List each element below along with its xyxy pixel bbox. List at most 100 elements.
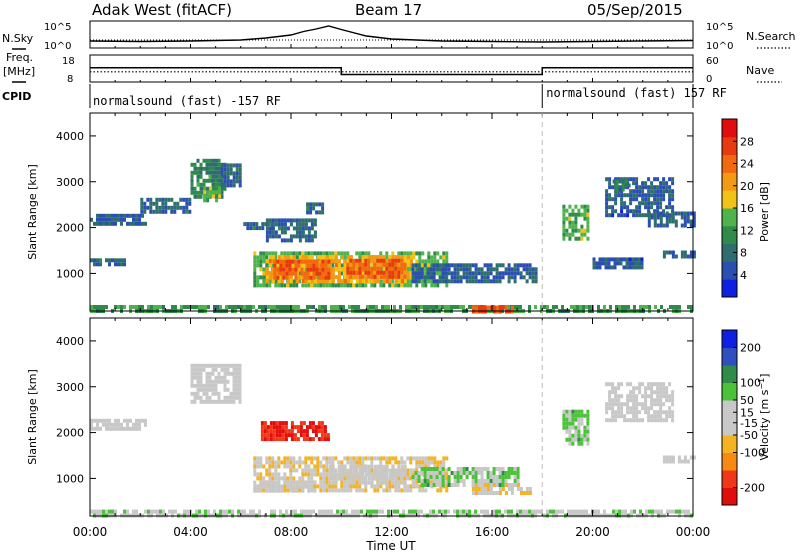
heatmap-cell (358, 464, 362, 469)
heatmap-cell (571, 208, 575, 213)
heatmap-cell (268, 472, 272, 477)
heatmap-cell (268, 271, 272, 276)
heatmap-cell (298, 464, 302, 469)
heatmap-cell (323, 437, 327, 442)
heatmap-cell (126, 213, 129, 218)
heatmap-cell (644, 193, 648, 198)
heatmap-cell (638, 402, 642, 407)
heatmap-cell (352, 274, 356, 279)
heatmap-cell (400, 251, 404, 256)
heatmap-cell (292, 484, 296, 489)
heatmap-cell (274, 283, 278, 288)
heatmap-cell (397, 468, 401, 473)
heatmap-cell (214, 367, 218, 372)
heatmap-cell (629, 382, 633, 387)
heatmap-cell (432, 475, 436, 479)
heatmap-cell (632, 406, 636, 411)
heatmap-cell (96, 262, 99, 267)
heatmap-cell (665, 185, 669, 190)
heatmap-cell (299, 425, 303, 430)
heatmap-cell (668, 219, 672, 224)
heatmap-cell (146, 197, 150, 202)
heatmap-cell (465, 263, 469, 268)
heatmap-cell (423, 475, 427, 479)
heatmap-cell (391, 274, 395, 279)
heatmap-cell (135, 426, 138, 431)
heatmap-cell (237, 509, 240, 514)
heatmap-cell (671, 205, 675, 210)
heatmap-cell (668, 185, 672, 190)
heatmap-cell (468, 263, 472, 268)
heatmap-cell (662, 386, 666, 391)
heatmap-cell (295, 460, 299, 465)
heatmap-cell (358, 468, 362, 473)
heatmap-cell (143, 205, 147, 210)
heatmap-cell (346, 251, 350, 256)
heatmap-cell (438, 275, 442, 280)
heatmap-cell (235, 363, 239, 368)
heatmap-cell (480, 279, 484, 284)
heatmap-cell (626, 402, 630, 407)
heatmap-cell (99, 305, 102, 309)
colorbar-swatch (722, 452, 737, 471)
heatmap-cell (653, 398, 657, 403)
heatmap-cell (689, 250, 693, 255)
heatmap-cell (432, 467, 436, 471)
heatmap-cell (319, 251, 323, 256)
heatmap-cell (358, 488, 362, 493)
heatmap-cell (438, 471, 442, 475)
heatmap-cell (279, 509, 282, 514)
heatmap-cell (480, 475, 484, 479)
heatmap-cell (415, 460, 419, 465)
heatmap-cell (647, 394, 651, 399)
heatmap-cell (295, 480, 299, 485)
heatmap-cell (232, 383, 236, 388)
heatmap-cell (205, 170, 209, 175)
heatmap-cell (331, 251, 335, 256)
heatmap-cell (90, 217, 93, 222)
heatmap-cell (397, 266, 401, 271)
heatmap-cell (373, 468, 377, 473)
heatmap-cell (441, 263, 445, 268)
heatmap-cell (217, 399, 221, 404)
heatmap-cell (343, 476, 347, 481)
heatmap-cell (325, 460, 329, 465)
heatmap-cell (238, 383, 242, 388)
heatmap-cell (310, 456, 314, 461)
heatmap-cell (271, 263, 275, 268)
heatmap-cell (309, 509, 312, 514)
heatmap-cell (290, 421, 294, 426)
heatmap-cell (214, 162, 218, 167)
heatmap-cell (659, 205, 663, 210)
heatmap-cell (182, 197, 186, 202)
heatmap-cell (400, 468, 404, 473)
heatmap-cell (492, 471, 496, 475)
heatmap-cell (331, 275, 335, 280)
heatmap-cell (255, 222, 259, 227)
heatmap-cell (417, 479, 421, 483)
heatmap-cell (207, 509, 210, 514)
heatmap-cell (322, 468, 326, 473)
heatmap-cell (595, 261, 599, 266)
heatmap-cell (418, 251, 422, 256)
heatmap-cell (249, 222, 253, 227)
heatmap-cell (366, 305, 369, 309)
heatmap-cell (680, 211, 684, 216)
heatmap-cell (185, 197, 189, 202)
heatmap-cell (319, 460, 323, 465)
colorbar-swatch (722, 365, 737, 383)
heatmap-cell (459, 263, 463, 268)
heatmap-cell (102, 221, 105, 226)
heatmap-cell (211, 371, 215, 376)
heatmap-cell (253, 464, 257, 469)
heatmap-cell (629, 394, 633, 399)
heatmap-cell (665, 410, 669, 415)
heatmap-cell (301, 488, 305, 493)
heatmap-cell (265, 251, 269, 256)
heatmap-cell (412, 468, 416, 473)
heatmap-cell (376, 480, 380, 485)
heatmap-cell (369, 509, 372, 514)
heatmap-cell (304, 279, 308, 284)
heatmap-cell (418, 484, 422, 489)
heatmap-cell (328, 251, 332, 256)
